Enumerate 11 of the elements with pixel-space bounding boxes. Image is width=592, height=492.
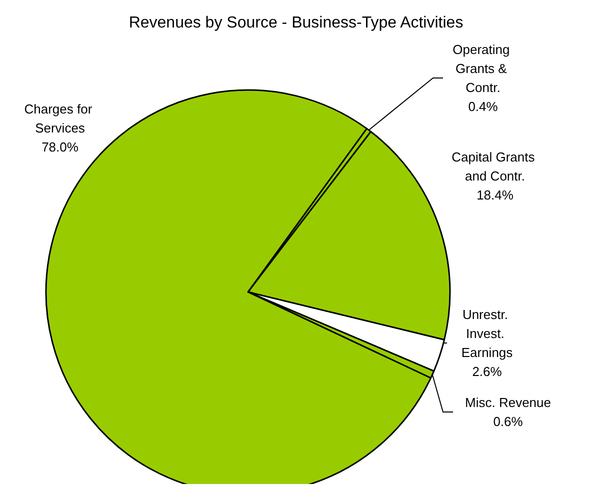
data-label: 0.4% [468,99,498,114]
data-label: 0.6% [493,414,524,429]
slice-label: Misc. Revenue [465,395,551,410]
slice-label: Operating Grants & Contr. [452,42,514,95]
data-label: 18.4% [476,188,514,202]
data-label: 78.0% [42,140,79,154]
data-label: 2.6% [472,364,502,379]
slice-label: Capital Grants and Contr. [452,150,538,184]
slice-label: Unrestr. Invest. Earnings [461,307,514,360]
chart-title: Revenues by Source - Business-Type Activities [128,14,464,32]
slice-label: Charges for Services [24,102,96,136]
